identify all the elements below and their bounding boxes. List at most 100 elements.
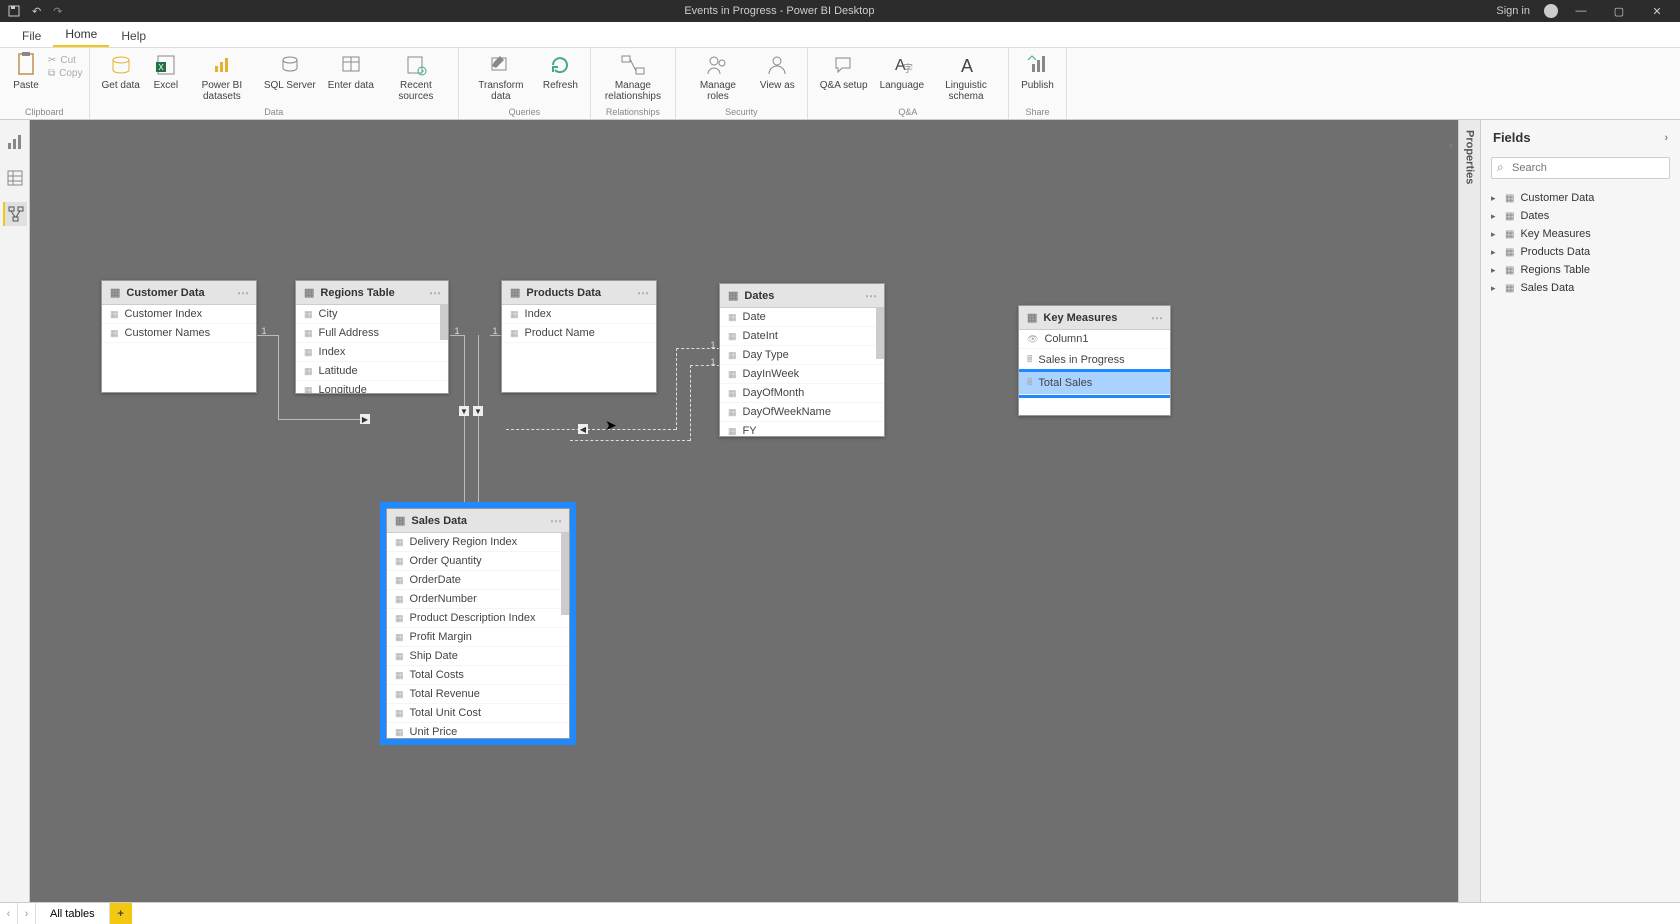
chevron-right-icon[interactable]: › <box>1664 132 1668 144</box>
column-row[interactable]: ▦Day Type <box>720 346 884 365</box>
column-row[interactable]: ▦Total Revenue <box>387 685 569 704</box>
paste-button[interactable]: Paste <box>6 50 46 93</box>
table-header[interactable]: ▦Dates⋯ <box>720 284 884 308</box>
table-card-sales[interactable]: ▦Sales Data⋯▦Delivery Region Index▦Order… <box>386 508 570 739</box>
table-card-products[interactable]: ▦Products Data⋯▦Index▦Product Name <box>501 280 657 393</box>
column-row[interactable]: ▦Index <box>502 305 656 324</box>
more-icon[interactable]: ⋯ <box>637 286 650 300</box>
manage-relationships-button[interactable]: Manage relationships <box>597 50 669 104</box>
refresh-button[interactable]: Refresh <box>537 50 584 93</box>
copy-button[interactable]: ⧉Copy <box>48 67 83 80</box>
table-card-dates[interactable]: ▦Dates⋯▦Date▦DateInt▦Day Type▦DayInWeek▦… <box>719 283 885 437</box>
column-row[interactable]: ▦Product Name <box>502 324 656 343</box>
more-icon[interactable]: ⋯ <box>1151 311 1164 325</box>
model-view-button[interactable] <box>3 202 27 226</box>
column-row[interactable]: ▦Total Unit Cost <box>387 704 569 723</box>
add-tab-button[interactable]: + <box>110 903 132 924</box>
prev-tab-button[interactable]: ‹ <box>0 903 18 924</box>
report-view-button[interactable] <box>3 130 27 154</box>
more-icon[interactable]: ⋯ <box>429 286 442 300</box>
column-row[interactable]: ▦Longitude <box>296 381 448 393</box>
column-row[interactable]: ▦Customer Index <box>102 305 256 324</box>
column-row[interactable]: ▦FY <box>720 422 884 436</box>
column-row[interactable]: ▦Profit Margin <box>387 628 569 647</box>
powerbi-datasets-button[interactable]: Power BI datasets <box>186 50 258 104</box>
table-card-customer[interactable]: ▦Customer Data⋯▦Customer Index▦Customer … <box>101 280 257 393</box>
properties-pane-collapsed[interactable]: ‹ Properties <box>1458 120 1480 902</box>
column-row[interactable]: ▦Delivery Region Index <box>387 533 569 552</box>
table-header[interactable]: ▦Customer Data⋯ <box>102 281 256 305</box>
more-icon[interactable]: ⋯ <box>550 514 563 528</box>
table-icon: ▦ <box>1505 193 1514 204</box>
excel-button[interactable]: XExcel <box>146 50 186 93</box>
column-row[interactable]: ▦Order Quantity <box>387 552 569 571</box>
recent-sources-button[interactable]: Recent sources <box>380 50 452 104</box>
manage-roles-button[interactable]: Manage roles <box>682 50 754 104</box>
column-row[interactable]: ▦Customer Names <box>102 324 256 343</box>
column-row[interactable]: ▦Full Address <box>296 324 448 343</box>
table-header[interactable]: ▦Regions Table⋯ <box>296 281 448 305</box>
qa-setup-button[interactable]: Q&A setup <box>814 50 874 93</box>
column-row[interactable]: ▦City <box>296 305 448 324</box>
data-view-button[interactable] <box>3 166 27 190</box>
tab-help[interactable]: Help <box>109 25 158 47</box>
table-card-keymeasures[interactable]: ▦Key Measures⋯👁Column1🖩Sales in Progress… <box>1018 305 1171 416</box>
fields-item-label: Regions Table <box>1520 264 1590 276</box>
column-row[interactable]: 👁Column1 <box>1019 330 1170 349</box>
column-row[interactable]: ▦Total Costs <box>387 666 569 685</box>
column-row[interactable]: ▦DayOfMonth <box>720 384 884 403</box>
redo-icon[interactable]: ↷ <box>53 5 62 18</box>
fields-table-item[interactable]: ▸▦Customer Data <box>1491 189 1670 207</box>
column-row[interactable]: ▦OrderDate <box>387 571 569 590</box>
fields-search-input[interactable] <box>1491 157 1670 179</box>
column-icon: ▦ <box>395 556 404 567</box>
language-button[interactable]: A字Language <box>874 50 931 93</box>
column-row[interactable]: ▦DayOfWeekName <box>720 403 884 422</box>
linguistic-schema-button[interactable]: ALinguistic schema <box>930 50 1002 104</box>
column-row[interactable]: ▦Ship Date <box>387 647 569 666</box>
column-row[interactable]: 🖩Sales in Progress <box>1019 349 1170 372</box>
next-tab-button[interactable]: › <box>18 903 36 924</box>
scrollbar[interactable] <box>561 533 569 615</box>
cut-button[interactable]: ✂Cut <box>48 54 83 67</box>
fields-table-item[interactable]: ▸▦Regions Table <box>1491 261 1670 279</box>
table-header[interactable]: ▦Products Data⋯ <box>502 281 656 305</box>
column-row[interactable]: ▦Latitude <box>296 362 448 381</box>
column-row[interactable]: ▦DayInWeek <box>720 365 884 384</box>
enter-data-button[interactable]: Enter data <box>322 50 380 93</box>
column-row[interactable]: ▦DateInt <box>720 327 884 346</box>
bottom-tab-all-tables[interactable]: All tables <box>36 903 110 924</box>
fields-table-item[interactable]: ▸▦Sales Data <box>1491 279 1670 297</box>
more-icon[interactable]: ⋯ <box>237 286 250 300</box>
undo-icon[interactable]: ↶ <box>32 5 41 18</box>
column-row[interactable]: ▦OrderNumber <box>387 590 569 609</box>
column-row[interactable]: ▦Date <box>720 308 884 327</box>
close-button[interactable]: ✕ <box>1642 0 1672 22</box>
tab-home[interactable]: Home <box>53 23 109 47</box>
view-as-button[interactable]: View as <box>754 50 801 93</box>
get-data-button[interactable]: Get data <box>96 50 146 93</box>
avatar-icon[interactable] <box>1544 4 1558 18</box>
fields-table-item[interactable]: ▸▦Dates <box>1491 207 1670 225</box>
fields-table-item[interactable]: ▸▦Products Data <box>1491 243 1670 261</box>
signin-label[interactable]: Sign in <box>1496 5 1530 17</box>
column-row[interactable]: ▦Product Description Index <box>387 609 569 628</box>
table-header[interactable]: ▦Key Measures⋯ <box>1019 306 1170 330</box>
publish-button[interactable]: Publish <box>1015 50 1060 93</box>
model-canvas[interactable]: ▶ 1 ▼ 1 ▼ 1 ◀ 1 1 ➤ ▦Customer Data⋯▦Cust… <box>30 120 1458 902</box>
column-row[interactable]: 🖩Total Sales <box>1019 372 1170 395</box>
column-row[interactable]: ▦Index <box>296 343 448 362</box>
table-header[interactable]: ▦Sales Data⋯ <box>387 509 569 533</box>
column-row[interactable]: ▦Unit Price <box>387 723 569 738</box>
maximize-button[interactable]: ▢ <box>1604 0 1634 22</box>
more-icon[interactable]: ⋯ <box>865 289 878 303</box>
table-card-regions[interactable]: ▦Regions Table⋯▦City▦Full Address▦Index▦… <box>295 280 449 394</box>
transform-data-button[interactable]: Transform data <box>465 50 537 104</box>
tab-file[interactable]: File <box>10 25 53 47</box>
save-icon[interactable] <box>8 5 20 17</box>
scrollbar[interactable] <box>440 305 448 340</box>
fields-table-item[interactable]: ▸▦Key Measures <box>1491 225 1670 243</box>
scrollbar[interactable] <box>876 308 884 359</box>
sql-server-button[interactable]: SQL Server <box>258 50 322 93</box>
minimize-button[interactable]: — <box>1566 0 1596 22</box>
